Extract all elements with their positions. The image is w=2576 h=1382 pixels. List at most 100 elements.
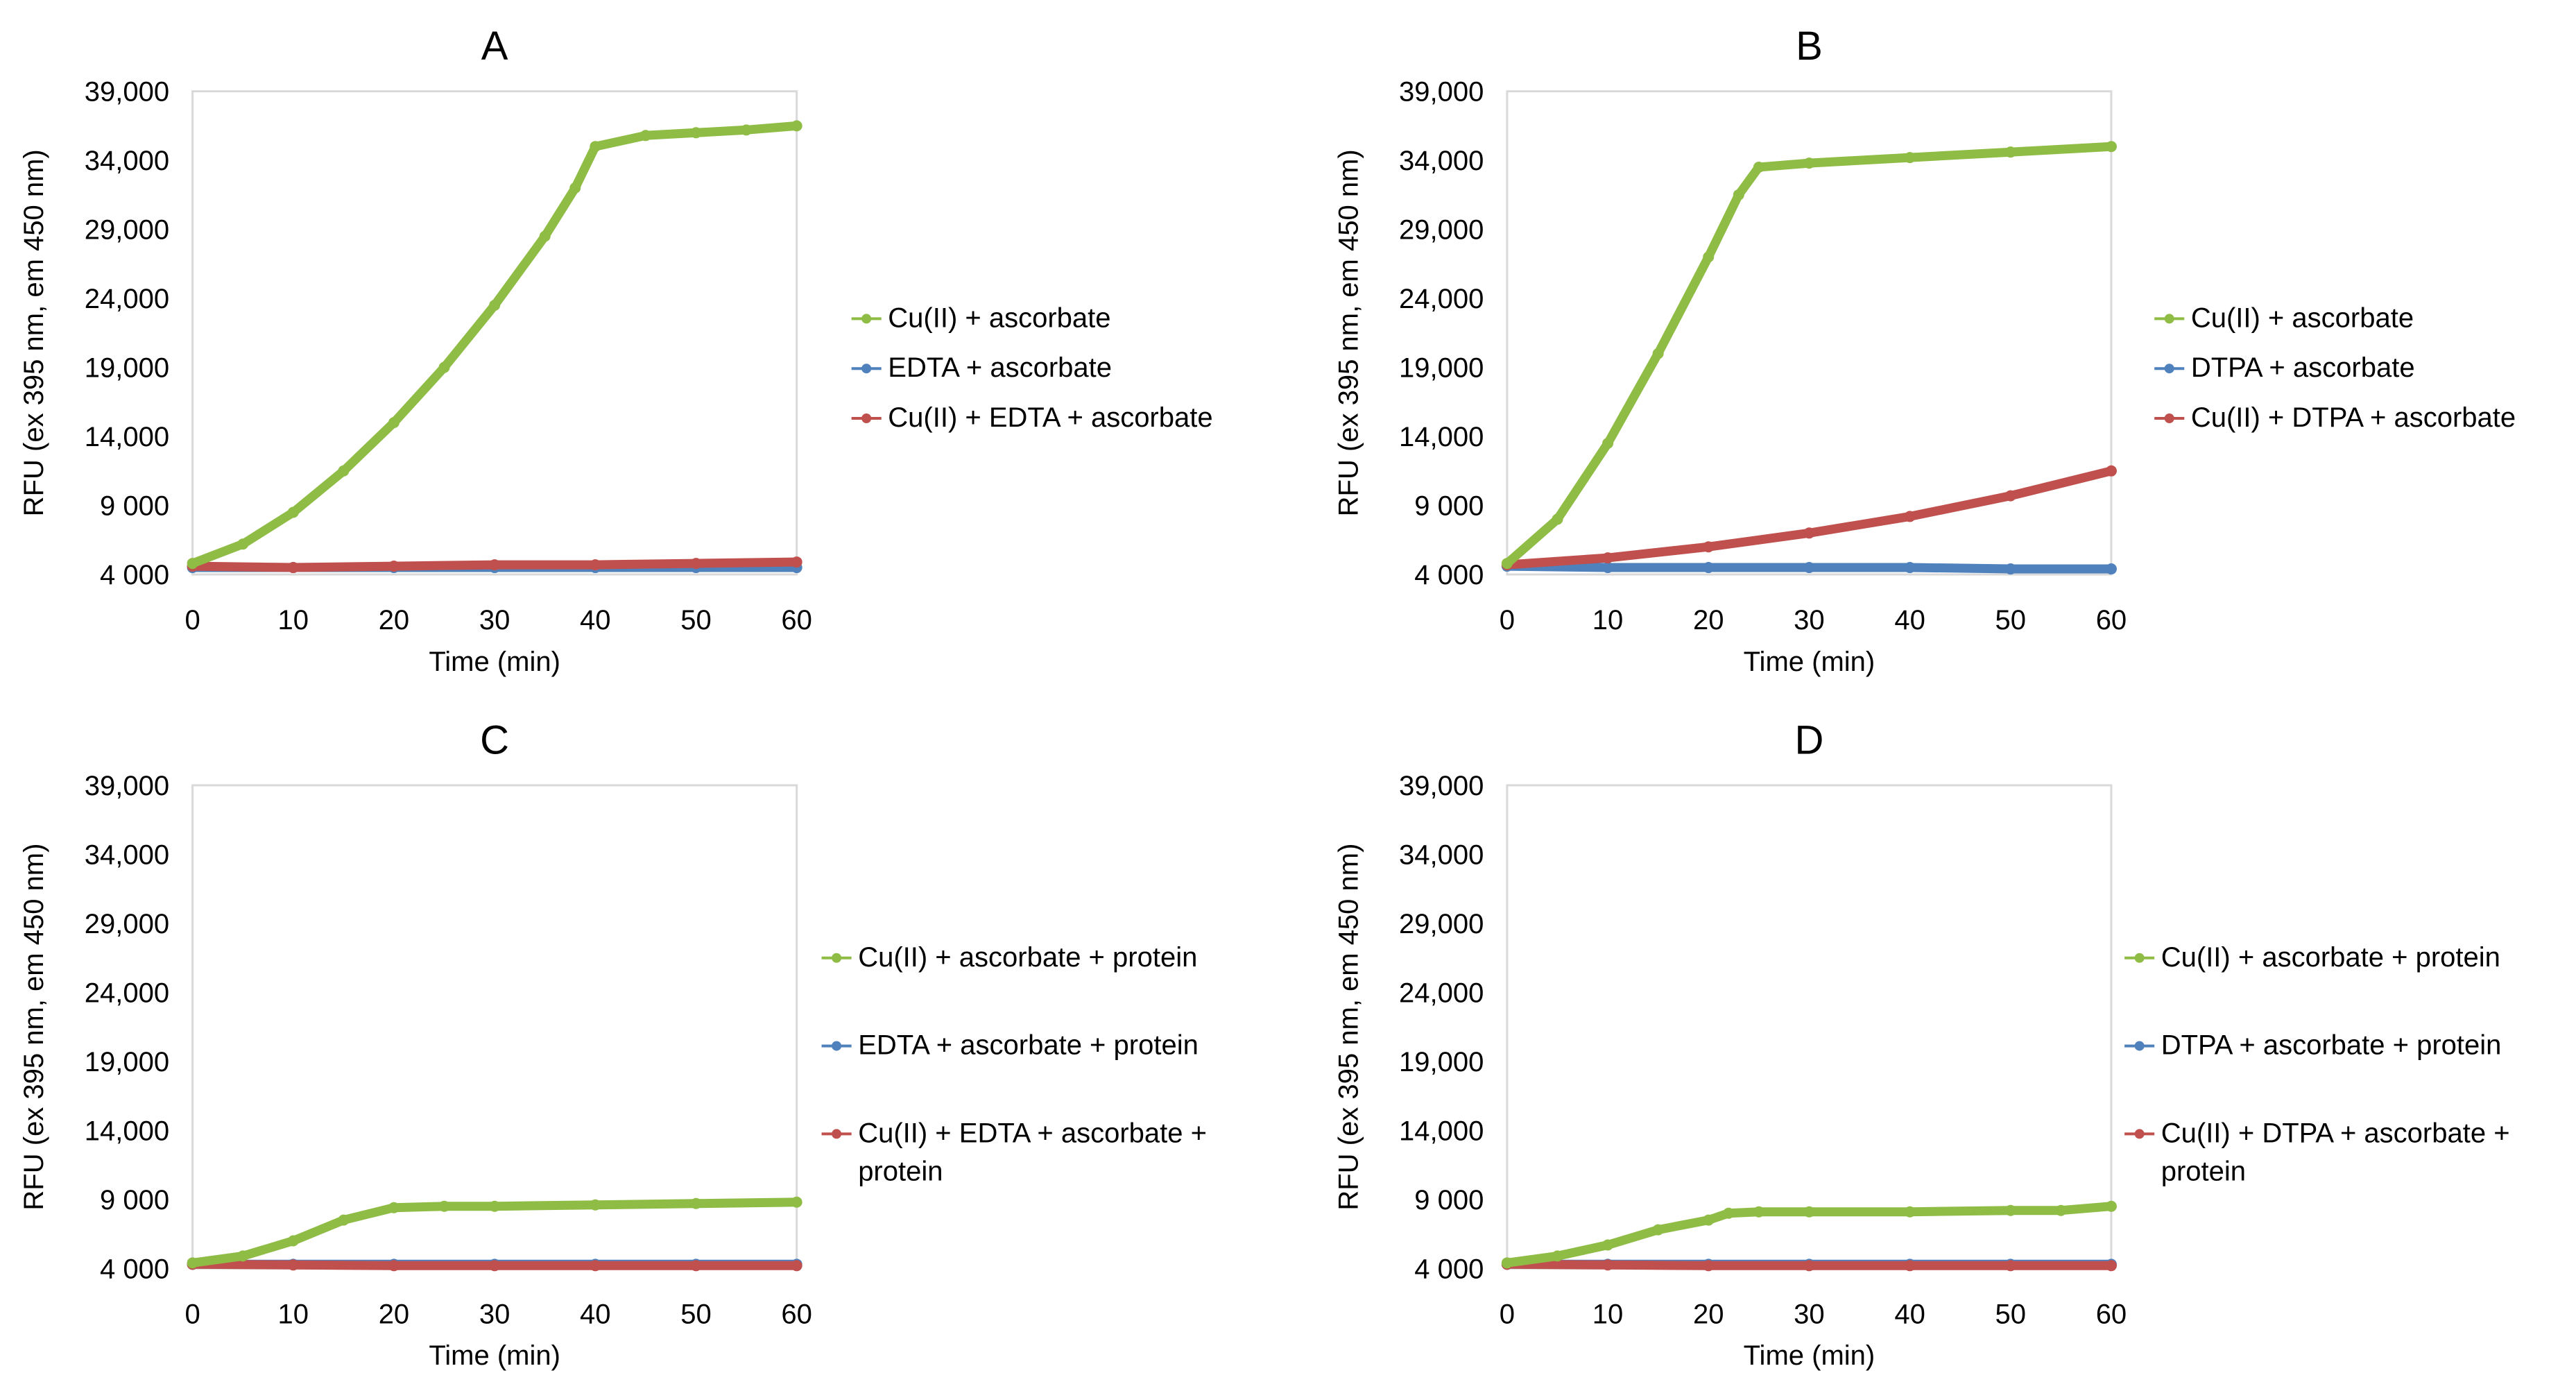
data-point bbox=[690, 558, 702, 570]
data-point bbox=[2105, 563, 2117, 575]
data-point bbox=[1602, 1239, 1614, 1251]
y-tick-label: 19,000 bbox=[85, 1047, 169, 1077]
plot-area bbox=[191, 90, 798, 576]
x-axis-title: Time (min) bbox=[429, 647, 560, 677]
data-point bbox=[791, 556, 802, 568]
data-point bbox=[1803, 1260, 1815, 1272]
data-point bbox=[791, 1260, 802, 1272]
data-point bbox=[489, 1200, 501, 1212]
y-tick-label: 9 000 bbox=[1414, 1185, 1484, 1215]
data-point bbox=[639, 130, 651, 142]
legend-entry-label: Cu(II) + ascorbate bbox=[888, 302, 1110, 333]
legend-entry-label: Cu(II) + DTPA + ascorbate bbox=[2191, 402, 2516, 433]
data-point bbox=[590, 1260, 601, 1272]
data-point bbox=[1904, 562, 1916, 574]
x-tick-label: 0 bbox=[1500, 605, 1515, 635]
x-tick-label: 10 bbox=[278, 1299, 309, 1329]
y-tick-label: 14,000 bbox=[1399, 1116, 1484, 1146]
x-tick-label: 40 bbox=[580, 1299, 611, 1329]
y-tick-label: 24,000 bbox=[1399, 978, 1484, 1008]
panel-title: B bbox=[1796, 24, 1823, 69]
data-point bbox=[690, 1260, 702, 1272]
legend-swatch-marker bbox=[2134, 953, 2145, 963]
legend-entry-label: DTPA + ascorbate + protein bbox=[2161, 1030, 2502, 1061]
y-tick-label: 39,000 bbox=[85, 77, 169, 108]
y-tick-label: 29,000 bbox=[1399, 215, 1484, 246]
x-tick-label: 20 bbox=[379, 1299, 410, 1329]
x-tick-label: 0 bbox=[184, 1299, 200, 1329]
x-tick-label: 0 bbox=[184, 605, 200, 635]
data-point bbox=[2105, 1200, 2117, 1212]
x-tick-label: 50 bbox=[1995, 605, 2027, 635]
data-point bbox=[1703, 251, 1715, 263]
data-point bbox=[237, 1250, 249, 1262]
legend-entry-label: EDTA + ascorbate bbox=[888, 352, 1112, 383]
legend-swatch-marker bbox=[861, 413, 872, 424]
data-point bbox=[388, 417, 400, 429]
legend-entry-label: Cu(II) + ascorbate + protein bbox=[858, 942, 1197, 973]
x-tick-label: 40 bbox=[1894, 1299, 1925, 1329]
data-point bbox=[2105, 465, 2117, 477]
y-tick-label: 4 000 bbox=[100, 1254, 169, 1284]
data-point bbox=[1703, 1260, 1715, 1272]
y-tick-label: 24,000 bbox=[85, 978, 169, 1008]
data-point bbox=[1703, 1214, 1715, 1226]
y-tick-label: 29,000 bbox=[85, 909, 169, 939]
data-point bbox=[1552, 1250, 1563, 1262]
data-point bbox=[1753, 1206, 1764, 1218]
y-tick-label: 39,000 bbox=[1399, 771, 1484, 801]
chart-panel-d: D 4 000 9 000 14,000 19,000 24,000 29,000 34,00… bbox=[1324, 703, 2576, 1371]
y-tick-label: 34,000 bbox=[1399, 839, 1484, 870]
data-point bbox=[388, 561, 400, 572]
panel-title: C bbox=[480, 717, 509, 762]
x-tick-label: 60 bbox=[2096, 1299, 2127, 1329]
data-point bbox=[1904, 1206, 1916, 1218]
legend-swatch-marker bbox=[2164, 413, 2174, 424]
y-tick-label: 4 000 bbox=[1414, 1254, 1484, 1284]
data-point bbox=[1652, 1224, 1664, 1236]
x-tick-label: 30 bbox=[479, 1299, 510, 1329]
legend-entry-label: Cu(II) + EDTA + ascorbate + protein bbox=[858, 1118, 1207, 1186]
series-line-1 bbox=[188, 1197, 802, 1268]
x-tick-label: 10 bbox=[1592, 1299, 1624, 1329]
y-axis-title: RFU (ex 395 nm, em 450 nm) bbox=[1334, 149, 1364, 516]
data-point bbox=[569, 182, 581, 194]
data-point bbox=[1501, 1257, 1513, 1269]
data-point bbox=[539, 230, 551, 242]
x-tick-label: 20 bbox=[379, 605, 410, 635]
data-point bbox=[1904, 1260, 1916, 1272]
x-tick-label: 50 bbox=[680, 1299, 712, 1329]
legend-entry-label: DTPA + ascorbate bbox=[2191, 352, 2415, 383]
x-tick-label: 20 bbox=[1693, 1299, 1724, 1329]
panel-title: D bbox=[1794, 717, 1823, 762]
x-tick-label: 50 bbox=[680, 605, 712, 635]
data-point bbox=[1552, 513, 1563, 525]
data-point bbox=[1652, 348, 1664, 359]
x-tick-label: 30 bbox=[1794, 1299, 1825, 1329]
y-tick-label: 24,000 bbox=[1399, 284, 1484, 314]
data-point bbox=[1803, 1206, 1815, 1218]
x-tick-label: 0 bbox=[1500, 1299, 1515, 1329]
data-point bbox=[1803, 527, 1815, 539]
data-point bbox=[1904, 152, 1916, 164]
data-point bbox=[1904, 511, 1916, 522]
data-point bbox=[438, 361, 450, 373]
data-point bbox=[590, 559, 601, 571]
legend-swatch-marker bbox=[2164, 364, 2174, 374]
data-point bbox=[1602, 437, 1614, 449]
data-point bbox=[489, 300, 501, 312]
y-tick-label: 4 000 bbox=[1414, 560, 1484, 590]
y-tick-label: 19,000 bbox=[1399, 1047, 1484, 1077]
x-tick-label: 10 bbox=[1592, 605, 1624, 635]
data-point bbox=[1703, 562, 1715, 574]
data-point bbox=[690, 127, 702, 139]
data-point bbox=[2105, 141, 2117, 153]
plot-area bbox=[191, 784, 798, 1270]
data-point bbox=[1803, 562, 1815, 574]
x-tick-label: 60 bbox=[781, 605, 812, 635]
y-tick-label: 24,000 bbox=[85, 284, 169, 314]
y-tick-label: 19,000 bbox=[85, 353, 169, 384]
data-point bbox=[590, 141, 601, 153]
data-point bbox=[1602, 562, 1614, 574]
